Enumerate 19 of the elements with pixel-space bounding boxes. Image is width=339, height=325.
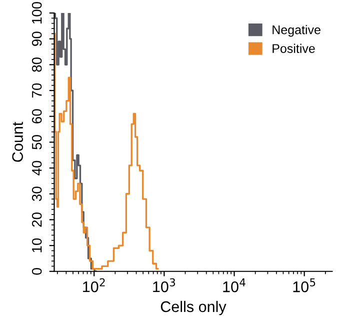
x-axis-title: Cells only bbox=[160, 300, 226, 316]
y-tick-label: 100 bbox=[32, 2, 42, 24]
y-tick-label: 90 bbox=[32, 32, 42, 46]
legend-label: Positive bbox=[272, 44, 315, 53]
y-tick-label: 0 bbox=[32, 268, 42, 275]
y-tick-label: 70 bbox=[32, 83, 42, 98]
y-tick-label: 30 bbox=[32, 186, 42, 202]
y-axis-title: Count bbox=[12, 122, 23, 162]
x-tick-label: 10$^{5}$ bbox=[293, 278, 316, 292]
y-tick-label: 10 bbox=[32, 238, 42, 252]
y-tick-label: 80 bbox=[32, 57, 42, 72]
legend-label: Negative bbox=[272, 25, 320, 37]
y-tick-label: 40 bbox=[32, 160, 42, 176]
y-tick-label: 20 bbox=[32, 212, 42, 227]
y-tick-label: 50 bbox=[32, 135, 42, 150]
x-tick-label: 10$^{3}$ bbox=[153, 278, 176, 292]
x-tick-label: 10$^{2}$ bbox=[83, 278, 105, 292]
y-tick-label: 60 bbox=[32, 109, 42, 124]
x-tick-label: 10$^{4}$ bbox=[223, 278, 246, 292]
